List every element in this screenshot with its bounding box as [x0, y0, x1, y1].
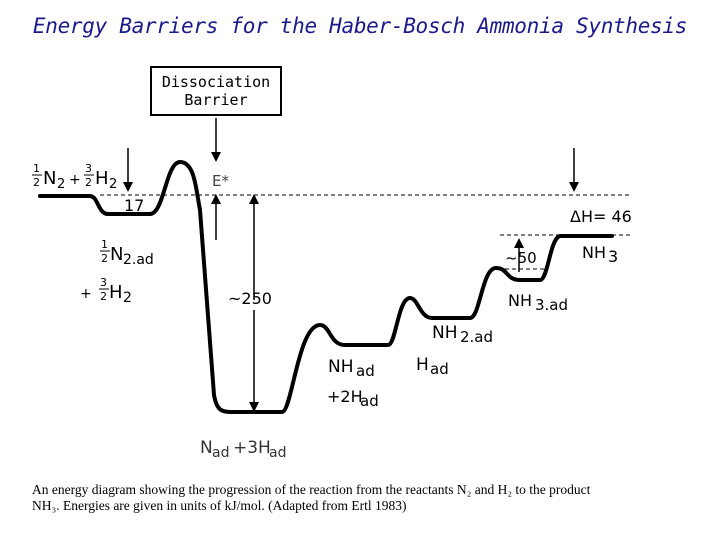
- energy-profile-curve: [38, 160, 614, 414]
- svg-text:ad: ad: [212, 445, 229, 461]
- adsorbed-reactants-label: 1 2 N 2.ad + 3 2 H 2: [80, 238, 154, 306]
- dissociation-barrier-callout: Dissociation Barrier: [150, 66, 282, 116]
- svg-text:2: 2: [57, 177, 65, 192]
- svg-text:NH: NH: [328, 357, 354, 377]
- svg-text:2.ad: 2.ad: [123, 252, 154, 268]
- page-title: Energy Barriers for the Haber-Bosch Ammo…: [32, 14, 688, 38]
- svg-text:2: 2: [33, 176, 40, 189]
- dh-label: ΔH= 46: [570, 207, 632, 226]
- svg-text:3: 3: [100, 276, 107, 289]
- svg-text:+3H: +3H: [233, 438, 271, 458]
- svg-text:2.ad: 2.ad: [460, 328, 493, 346]
- reactants-label: 1 2 N 2 + 3 2 H 2: [32, 162, 117, 192]
- svg-text:3: 3: [85, 162, 92, 175]
- svg-text:H: H: [95, 168, 109, 189]
- estar-label: E*: [212, 172, 229, 190]
- plus-2h-ad-label: +2H ad: [327, 387, 379, 410]
- svg-text:1: 1: [33, 162, 40, 175]
- e17-label: 17: [124, 196, 144, 215]
- svg-text:2: 2: [109, 177, 117, 192]
- svg-text:ad: ad: [269, 445, 286, 461]
- svg-text:N: N: [200, 438, 213, 458]
- svg-text:ad: ad: [356, 362, 375, 380]
- nh3-label: NH 3: [582, 243, 618, 266]
- svg-text:N: N: [43, 168, 56, 189]
- svg-text:2: 2: [100, 290, 107, 303]
- svg-text:H: H: [109, 282, 123, 303]
- svg-text:2: 2: [101, 252, 108, 265]
- svg-text:ad: ad: [360, 392, 379, 410]
- svg-text:+: +: [80, 286, 92, 302]
- nh2-ad-label: NH 2.ad: [432, 323, 493, 346]
- svg-text:+: +: [69, 172, 81, 188]
- callout-line-2: Barrier: [184, 91, 248, 109]
- callout-line-1: Dissociation: [161, 73, 271, 91]
- caption-line-1: An energy diagram showing the progressio…: [32, 482, 591, 497]
- caption-line-2: NH₃. Energies are given in units of kJ/m…: [32, 498, 407, 513]
- energy-diagram: 1 2 N 2 + 3 2 H 2 1 2 N 2.ad + 3 2 H 2 1…: [32, 118, 632, 461]
- svg-text:H: H: [416, 355, 429, 375]
- svg-text:2: 2: [85, 176, 92, 189]
- svg-text:+2H: +2H: [327, 387, 363, 406]
- svg-text:1: 1: [101, 238, 108, 251]
- e250-label: ~250: [228, 289, 272, 308]
- svg-text:3: 3: [608, 247, 618, 266]
- svg-text:3.ad: 3.ad: [535, 296, 568, 314]
- svg-text:ad: ad: [430, 360, 449, 378]
- nh-ad-label: NH ad: [328, 357, 375, 380]
- svg-text:NH: NH: [508, 291, 532, 310]
- h-ad-label: H ad: [416, 355, 449, 378]
- n-ad-3h-ad-label: N ad +3H ad: [200, 438, 286, 461]
- e50-label: ~50: [505, 249, 537, 267]
- svg-text:N: N: [110, 244, 123, 265]
- figure-caption: An energy diagram showing the progressio…: [32, 482, 692, 514]
- nh3-ad-label: NH 3.ad: [508, 291, 568, 314]
- svg-text:NH: NH: [582, 243, 606, 262]
- svg-text:2: 2: [123, 290, 132, 306]
- svg-text:NH: NH: [432, 323, 458, 343]
